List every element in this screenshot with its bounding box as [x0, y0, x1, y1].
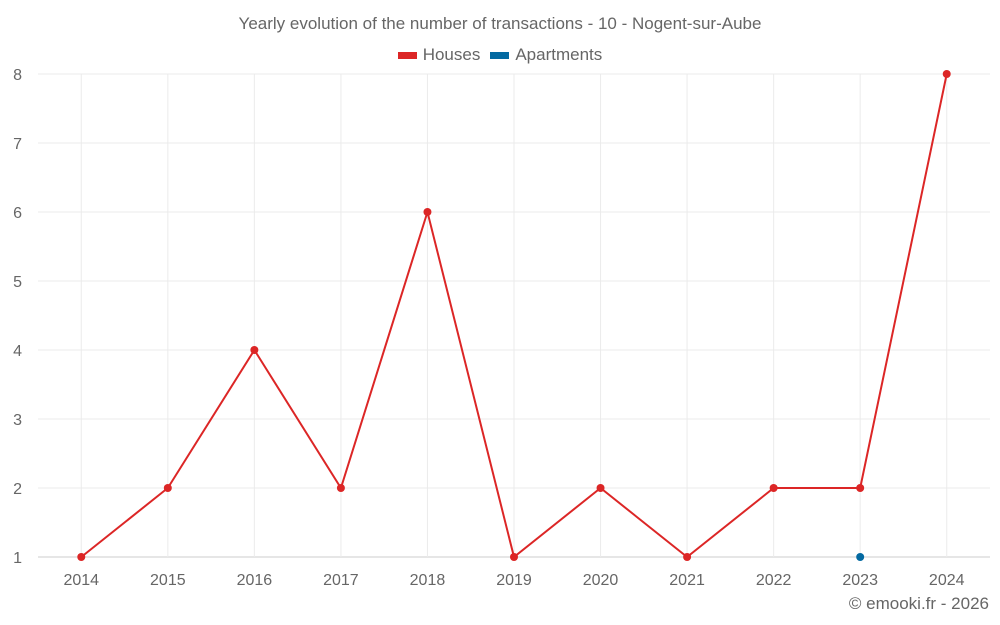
x-tick-label: 2018 [410, 572, 446, 589]
x-tick-label: 2020 [583, 572, 619, 589]
legend-swatch-apartments [490, 51, 510, 59]
data-point-houses [510, 553, 518, 561]
legend-item-houses[interactable]: Houses [397, 45, 481, 65]
data-point-houses [683, 553, 692, 561]
y-tick-label: 2 [13, 481, 22, 498]
data-point-houses [942, 70, 951, 78]
y-tick-label: 1 [13, 550, 22, 567]
x-tick-label: 2021 [669, 572, 705, 589]
x-tick-label: 2024 [929, 572, 965, 589]
x-tick-label: 2015 [150, 572, 186, 589]
data-point-houses [163, 484, 172, 492]
data-point-houses [596, 484, 605, 492]
credit: © emooki.fr - 2026 [848, 594, 989, 613]
data-point-houses [856, 484, 865, 492]
x-tick-label: 2023 [842, 572, 878, 589]
x-tick-label: 2017 [323, 572, 359, 589]
y-tick-label: 3 [13, 412, 22, 429]
x-tick-label: 2016 [237, 572, 273, 589]
y-tick-label: 7 [13, 136, 22, 153]
y-tick-label: 6 [13, 205, 22, 222]
legend-label-houses: Houses [422, 45, 481, 64]
data-point-houses [423, 208, 432, 216]
data-point-houses [77, 553, 86, 561]
data-point-apartments [856, 553, 865, 561]
legend-item-apartments[interactable]: Apartments [490, 45, 602, 65]
x-tick-label: 2022 [756, 572, 792, 589]
y-tick-label: 4 [13, 343, 22, 360]
legend-label-apartments: Apartments [515, 45, 603, 64]
x-tick-label: 2014 [63, 572, 99, 589]
data-point-houses [336, 484, 345, 492]
legend: Houses Apartments [0, 45, 1000, 65]
data-point-houses [250, 346, 259, 354]
y-tick-label: 5 [13, 274, 22, 291]
y-tick-label: 8 [13, 67, 22, 84]
x-tick-label: 2019 [496, 572, 532, 589]
data-point-houses [769, 484, 778, 492]
legend-swatch-houses [397, 51, 417, 59]
chart-title: Yearly evolution of the number of transa… [238, 14, 762, 33]
